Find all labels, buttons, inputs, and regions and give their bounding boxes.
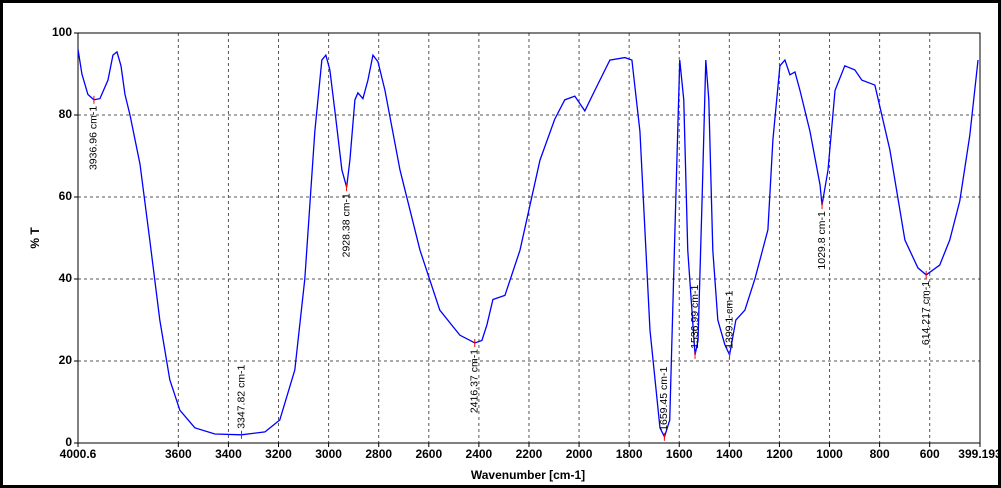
- x-tick-label: 1600: [666, 447, 693, 461]
- y-tick-label: 20: [59, 353, 73, 367]
- x-tick-label: 4000.6: [60, 447, 97, 461]
- x-tick-label: 3400: [215, 447, 242, 461]
- x-tick-label: 800: [870, 447, 890, 461]
- y-tick-label: 0: [65, 435, 72, 449]
- x-tick-label: 2000: [566, 447, 593, 461]
- y-tick-label: 40: [59, 271, 73, 285]
- peak-label: 1399.1 cm-1: [723, 290, 735, 349]
- x-tick-label: 3600: [165, 447, 192, 461]
- x-tick-label: 399.193: [958, 447, 1001, 461]
- plot-border: [77, 32, 981, 444]
- x-tick-label: 3200: [265, 447, 292, 461]
- x-tick-label: 2200: [516, 447, 543, 461]
- x-tick-label: 2800: [365, 447, 392, 461]
- peak-label: 1029.8 cm-1: [816, 211, 828, 270]
- x-tick-label: 3000: [315, 447, 342, 461]
- x-tick-label: 2400: [466, 447, 493, 461]
- peak-label: 614.217 cm-1: [920, 281, 932, 345]
- x-tick-label: 1400: [716, 447, 743, 461]
- x-tick-label: 600: [920, 447, 940, 461]
- y-axis-label: % T: [28, 227, 42, 249]
- peak-label: 3347.82 cm-1: [235, 364, 247, 428]
- x-tick-label: 1000: [816, 447, 843, 461]
- spectrum-line: [77, 49, 979, 439]
- y-tick-label: 100: [52, 25, 72, 39]
- y-tick-label: 80: [59, 107, 73, 121]
- peak-label: 1536.99 cm-1: [689, 284, 701, 348]
- x-tick-label: 1200: [766, 447, 793, 461]
- x-tick-label: 1800: [616, 447, 643, 461]
- x-axis-label: Wavenumber [cm-1]: [471, 468, 585, 482]
- peak-label: 3936.96 cm-1: [88, 106, 100, 170]
- y-tick-label: 60: [59, 189, 73, 203]
- peak-label: 2928.38 cm-1: [340, 193, 352, 257]
- peak-label: 2416.37 cm-1: [469, 349, 481, 413]
- peak-label: 1659.45 cm-1: [658, 366, 670, 430]
- x-tick-label: 2600: [415, 447, 442, 461]
